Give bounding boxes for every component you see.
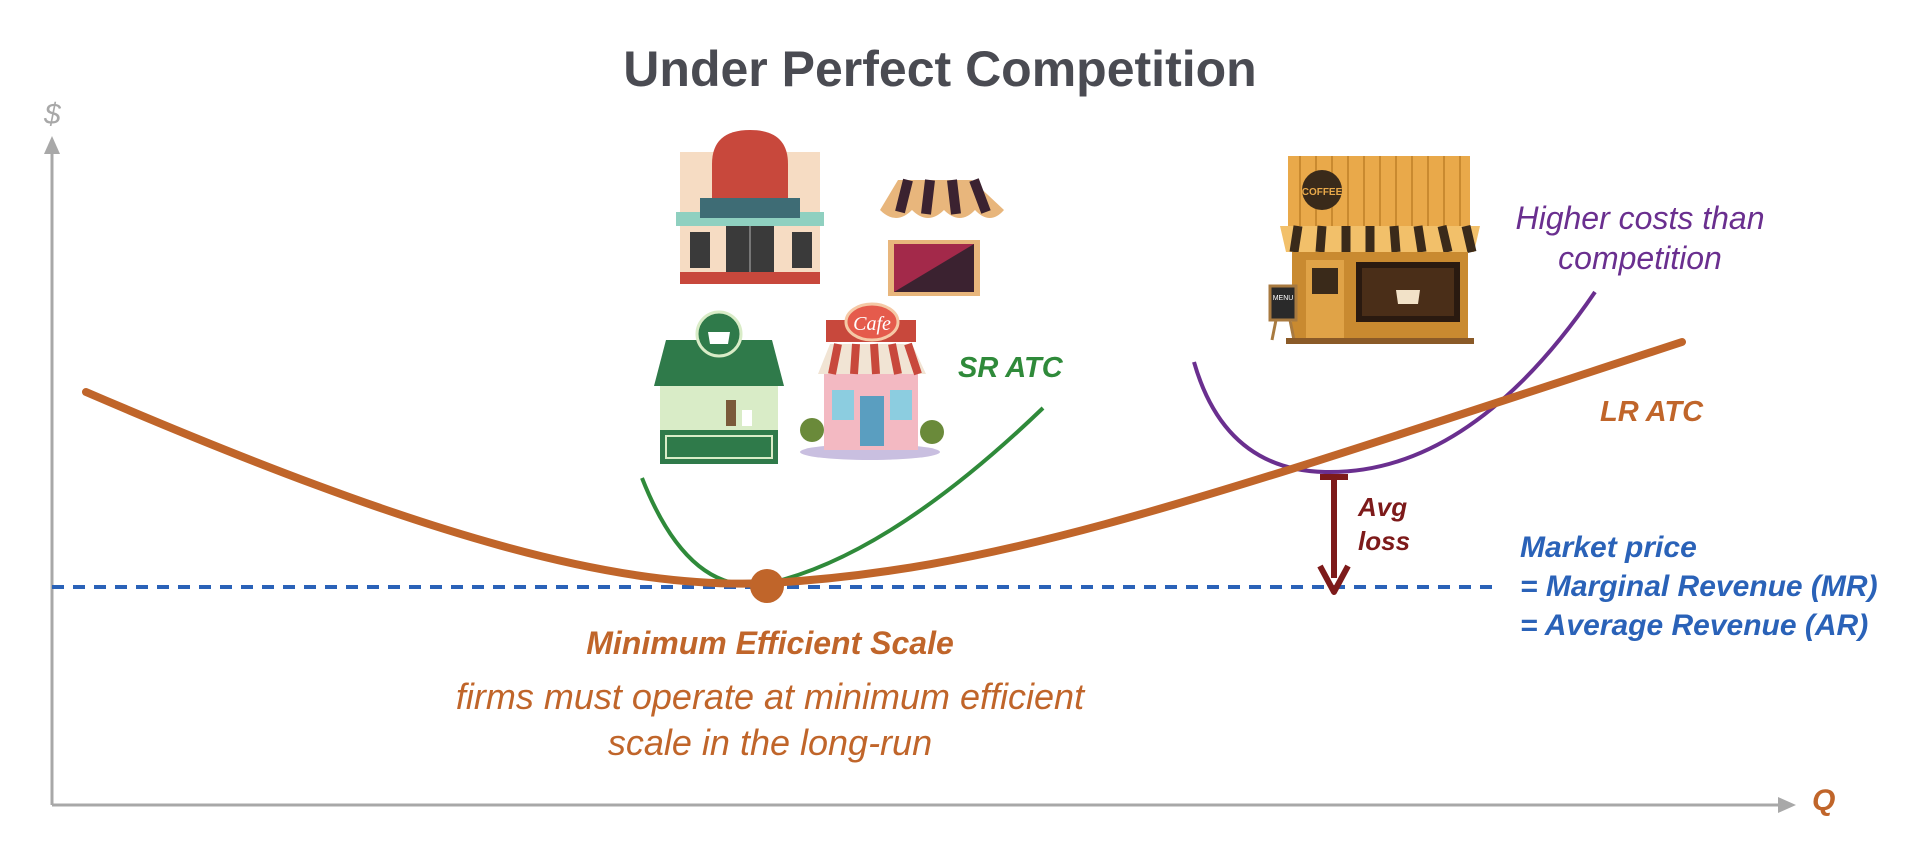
mes-point — [750, 569, 784, 603]
y-axis-label: $ — [44, 98, 61, 131]
lr-atc-curve — [82, 338, 1686, 588]
coffee-sign: COFFEE — [1302, 187, 1343, 198]
cafe-sign: Cafe — [853, 313, 891, 335]
market-price-label: Market price = Marginal Revenue (MR) = A… — [1520, 528, 1910, 645]
market-price-line-2: = Marginal Revenue (MR) — [1520, 570, 1878, 603]
avg-loss-line-2: loss — [1358, 526, 1411, 556]
mes-description: firms must operate at minimum efficient … — [455, 676, 1085, 763]
avg-loss-arrow — [1317, 474, 1351, 595]
coffee-shop-icon: COFFEE MENU — [1268, 156, 1480, 344]
sr-atc-label: SR ATC — [958, 352, 1063, 384]
x-axis-label: Q — [1812, 784, 1836, 817]
menu-board: MENU — [1273, 295, 1294, 302]
avg-loss-label: Avg loss — [1358, 490, 1448, 558]
storefront-icon — [676, 130, 824, 284]
market-price-line-1: Market price — [1520, 531, 1697, 564]
higher-cost-curve — [1192, 290, 1597, 475]
higher-cost-label: Higher costs than competition — [1515, 200, 1765, 276]
lr-atc-label: LR ATC — [1600, 396, 1704, 428]
market-price-line-3: = Average Revenue (AR) — [1520, 609, 1869, 642]
y-axis-arrow — [44, 136, 60, 154]
coffee-kiosk-icon — [654, 310, 784, 464]
awning-stall-icon — [880, 178, 1004, 296]
x-axis-arrow — [1778, 797, 1796, 813]
cafe-icon: Cafe — [800, 302, 944, 460]
page-title: Under Perfect Competition — [623, 41, 1257, 97]
mes-title: Minimum Efficient Scale — [586, 625, 954, 661]
avg-loss-line-1: Avg — [1358, 492, 1408, 522]
